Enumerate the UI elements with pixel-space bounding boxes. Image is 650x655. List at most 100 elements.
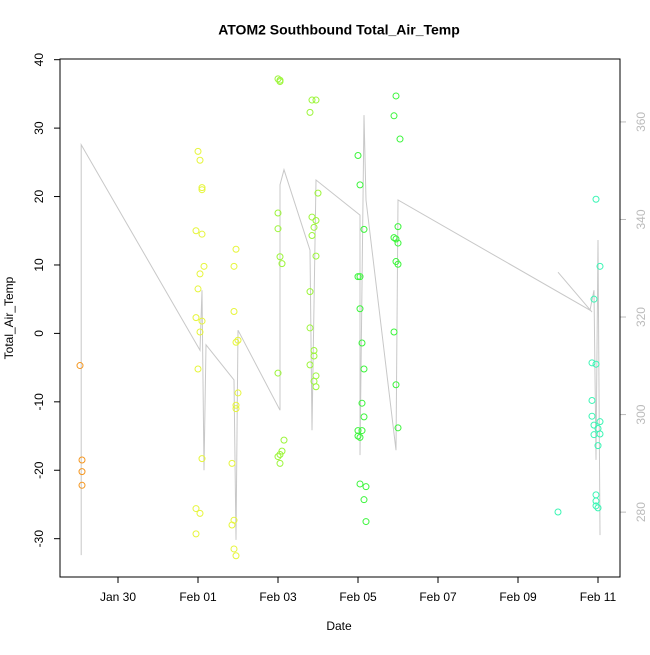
point xyxy=(310,352,318,360)
point xyxy=(360,496,368,504)
x-tick-label: Feb 05 xyxy=(339,590,377,604)
y-tick-label: 10 xyxy=(32,258,46,272)
point xyxy=(198,317,206,325)
point xyxy=(78,481,86,489)
point xyxy=(192,227,200,235)
point xyxy=(354,273,362,281)
point xyxy=(306,361,314,369)
y2-tick-label: 360 xyxy=(634,112,648,132)
point xyxy=(310,347,318,355)
point xyxy=(356,181,364,189)
point xyxy=(390,234,398,242)
point xyxy=(392,92,400,100)
y2-tick-label: 280 xyxy=(634,502,648,522)
point xyxy=(360,225,368,233)
point xyxy=(274,453,282,461)
chart-title: ATOM2 Southbound Total_Air_Temp xyxy=(218,22,460,38)
point xyxy=(278,260,286,268)
point xyxy=(392,235,400,243)
x-axis-label: Date xyxy=(326,619,352,633)
y-tick-label: -10 xyxy=(32,393,46,411)
point xyxy=(276,253,284,261)
point xyxy=(358,339,366,347)
point xyxy=(394,424,402,432)
point xyxy=(274,225,282,233)
point xyxy=(588,396,596,404)
point xyxy=(194,365,202,373)
point xyxy=(230,262,238,270)
point xyxy=(394,239,402,247)
point xyxy=(590,295,598,303)
point xyxy=(306,324,314,332)
point xyxy=(198,186,206,194)
point xyxy=(194,285,202,293)
point xyxy=(192,530,200,538)
point xyxy=(200,262,208,270)
point xyxy=(394,223,402,231)
plot-frame xyxy=(59,58,621,578)
y-tick-label: 0 xyxy=(32,330,46,337)
point xyxy=(592,195,600,203)
point xyxy=(596,430,604,438)
line xyxy=(80,115,601,556)
x-tick-label: Feb 03 xyxy=(259,590,297,604)
point xyxy=(312,383,320,391)
point xyxy=(390,328,398,336)
point xyxy=(230,545,238,553)
point xyxy=(198,184,206,192)
point xyxy=(596,418,604,426)
y-tick-label: 20 xyxy=(32,190,46,204)
y2-tick-label: 300 xyxy=(634,404,648,424)
point xyxy=(314,189,322,197)
point xyxy=(192,505,200,513)
point xyxy=(230,307,238,315)
point xyxy=(354,427,362,435)
point xyxy=(276,78,284,86)
point xyxy=(228,521,236,529)
point xyxy=(306,288,314,296)
point xyxy=(308,96,316,104)
point xyxy=(360,413,368,421)
point xyxy=(280,436,288,444)
point xyxy=(390,112,398,120)
point xyxy=(232,405,240,413)
point xyxy=(198,455,206,463)
point xyxy=(78,468,86,476)
point xyxy=(194,147,202,155)
point xyxy=(312,216,320,224)
point xyxy=(358,427,366,435)
point xyxy=(356,480,364,488)
point xyxy=(308,232,316,240)
point xyxy=(356,273,364,281)
y-tick-label: -30 xyxy=(32,530,46,548)
y2-tick-label: 320 xyxy=(634,307,648,327)
point xyxy=(196,328,204,336)
point xyxy=(354,151,362,159)
point xyxy=(78,456,86,464)
point xyxy=(592,502,600,510)
point xyxy=(354,432,362,440)
x-tick-label: Feb 09 xyxy=(499,590,537,604)
point xyxy=(278,447,286,455)
point xyxy=(360,365,368,373)
point xyxy=(234,389,242,397)
point xyxy=(306,108,314,116)
point xyxy=(588,359,596,367)
point xyxy=(394,260,402,268)
y-tick-label: 30 xyxy=(32,121,46,135)
point xyxy=(392,381,400,389)
point xyxy=(310,223,318,231)
y2-tick-label: 340 xyxy=(634,209,648,229)
x-tick-label: Feb 07 xyxy=(419,590,457,604)
point xyxy=(590,421,598,429)
x-tick-label: Feb 01 xyxy=(179,590,217,604)
point xyxy=(592,497,600,505)
point xyxy=(232,338,240,346)
point xyxy=(312,252,320,260)
x-tick-label: Jan 30 xyxy=(100,590,136,604)
point xyxy=(232,401,240,409)
point xyxy=(228,459,236,467)
point xyxy=(234,336,242,344)
point xyxy=(196,156,204,164)
